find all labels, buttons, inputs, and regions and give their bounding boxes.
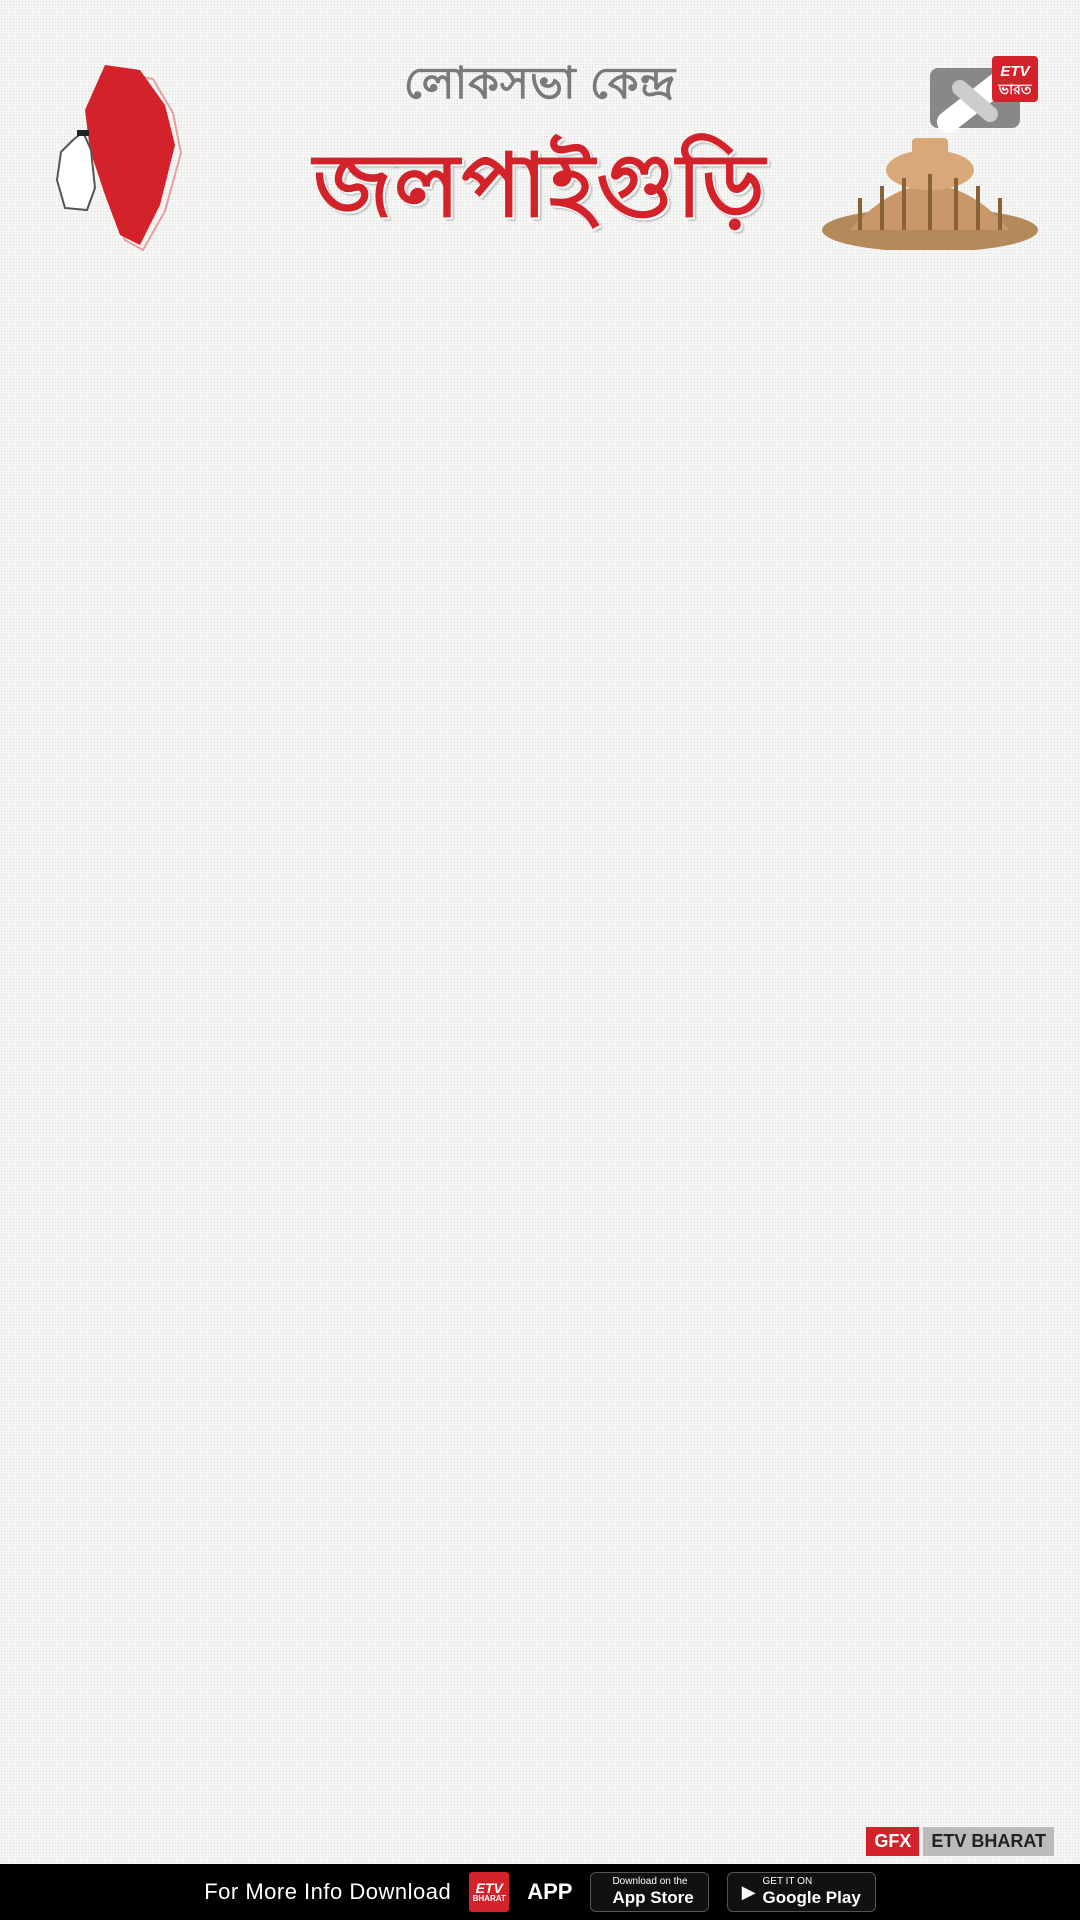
channel-label: ETV BHARAT xyxy=(923,1827,1054,1856)
india-map-vote-icon xyxy=(45,55,205,255)
gfx-watermark: GFX ETV BHARAT xyxy=(866,1827,1054,1856)
footer-bar: For More Info Download ETVBHARAT APP Dow… xyxy=(0,1864,1080,1920)
svg-text:ETV: ETV xyxy=(1000,63,1031,80)
gfx-label: GFX xyxy=(866,1827,919,1856)
play-icon: ▶ xyxy=(742,1882,756,1903)
app-store-badge[interactable]: Download on theApp Store xyxy=(590,1872,708,1911)
app-label: APP xyxy=(527,1879,572,1905)
header: ETV ভারত লোকসভা কেন্দ্র xyxy=(0,0,1080,271)
etv-app-icon: ETVBHARAT xyxy=(469,1872,509,1912)
footer-text: For More Info Download xyxy=(204,1879,451,1905)
parliament-evm-icon: ETV ভারত xyxy=(820,50,1040,250)
svg-text:ভারত: ভারত xyxy=(998,81,1032,97)
google-play-badge[interactable]: ▶ GET IT ONGoogle Play xyxy=(727,1872,876,1911)
